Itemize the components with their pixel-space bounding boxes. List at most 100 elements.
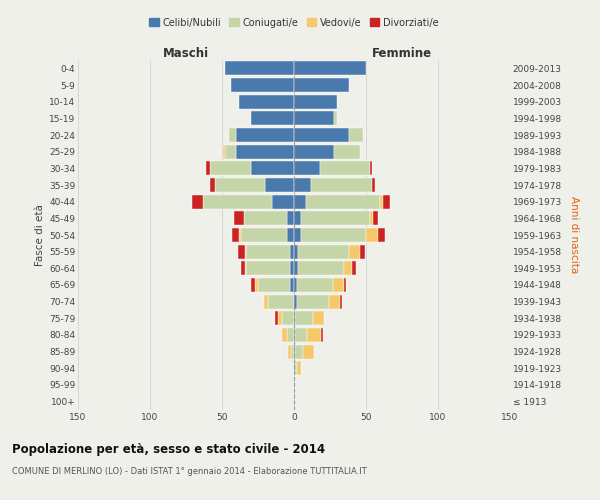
Bar	[344, 261, 352, 276]
Bar	[203, 194, 272, 209]
Bar	[295, 361, 297, 376]
Bar	[244, 211, 287, 226]
Bar	[215, 178, 265, 192]
Bar	[239, 94, 294, 109]
Bar	[298, 261, 344, 276]
Bar	[294, 128, 349, 142]
Bar	[297, 294, 329, 308]
Bar	[232, 228, 239, 242]
Bar	[294, 178, 311, 192]
Bar	[241, 228, 287, 242]
Bar	[265, 178, 294, 192]
Bar	[352, 261, 356, 276]
Bar	[295, 328, 307, 342]
Bar	[294, 311, 295, 326]
Bar	[305, 194, 380, 209]
Text: Maschi: Maschi	[163, 47, 209, 60]
Bar	[295, 344, 302, 359]
Bar	[233, 211, 244, 226]
Bar	[302, 344, 314, 359]
Bar	[251, 162, 294, 175]
Y-axis label: Fasce di età: Fasce di età	[35, 204, 45, 266]
Bar	[288, 344, 291, 359]
Text: Popolazione per età, sesso e stato civile - 2014: Popolazione per età, sesso e stato civil…	[12, 442, 325, 456]
Bar	[287, 211, 294, 226]
Bar	[264, 294, 268, 308]
Bar	[229, 128, 236, 142]
Legend: Celibi/Nubili, Coniugati/e, Vedovi/e, Divorziati/e: Celibi/Nubili, Coniugati/e, Vedovi/e, Di…	[147, 16, 441, 30]
Bar	[372, 178, 374, 192]
Bar	[334, 112, 337, 126]
Bar	[313, 311, 324, 326]
Bar	[275, 311, 278, 326]
Bar	[344, 278, 346, 292]
Bar	[377, 228, 385, 242]
Bar	[294, 162, 320, 175]
Bar	[370, 211, 373, 226]
Bar	[241, 261, 245, 276]
Bar	[366, 228, 377, 242]
Bar	[294, 361, 295, 376]
Bar	[294, 194, 305, 209]
Bar	[294, 344, 295, 359]
Bar	[320, 162, 370, 175]
Bar	[383, 194, 391, 209]
Bar	[287, 228, 294, 242]
Bar	[370, 162, 372, 175]
Bar	[329, 294, 340, 308]
Bar	[294, 328, 295, 342]
Bar	[287, 328, 294, 342]
Bar	[294, 278, 297, 292]
Bar	[245, 244, 247, 259]
Bar	[247, 261, 290, 276]
Bar	[294, 228, 301, 242]
Bar	[225, 144, 236, 159]
Bar	[360, 244, 365, 259]
Bar	[211, 178, 215, 192]
Bar	[294, 78, 349, 92]
Bar	[211, 162, 251, 175]
Bar	[290, 261, 294, 276]
Bar	[206, 162, 211, 175]
Bar	[236, 128, 294, 142]
Bar	[192, 194, 203, 209]
Bar	[290, 244, 294, 259]
Bar	[349, 244, 360, 259]
Bar	[340, 294, 341, 308]
Bar	[278, 311, 283, 326]
Bar	[247, 244, 290, 259]
Bar	[297, 278, 333, 292]
Bar	[301, 228, 366, 242]
Bar	[283, 328, 287, 342]
Bar	[334, 144, 360, 159]
Bar	[294, 211, 301, 226]
Bar	[251, 112, 294, 126]
Bar	[294, 294, 297, 308]
Bar	[225, 62, 294, 76]
Bar	[298, 244, 349, 259]
Bar	[301, 211, 370, 226]
Bar	[322, 328, 323, 342]
Bar	[295, 311, 313, 326]
Bar	[291, 344, 294, 359]
Bar	[294, 62, 366, 76]
Bar	[307, 328, 322, 342]
Text: COMUNE DI MERLINO (LO) - Dati ISTAT 1° gennaio 2014 - Elaborazione TUTTITALIA.IT: COMUNE DI MERLINO (LO) - Dati ISTAT 1° g…	[12, 468, 367, 476]
Bar	[294, 112, 334, 126]
Bar	[268, 294, 294, 308]
Bar	[294, 94, 337, 109]
Bar	[294, 244, 298, 259]
Bar	[223, 144, 225, 159]
Bar	[258, 278, 290, 292]
Bar	[294, 261, 298, 276]
Bar	[373, 211, 377, 226]
Bar	[255, 278, 258, 292]
Bar	[294, 144, 334, 159]
Bar	[283, 311, 294, 326]
Bar	[290, 278, 294, 292]
Bar	[239, 228, 241, 242]
Bar	[380, 194, 383, 209]
Bar	[251, 278, 255, 292]
Text: Femmine: Femmine	[372, 47, 432, 60]
Bar	[311, 178, 372, 192]
